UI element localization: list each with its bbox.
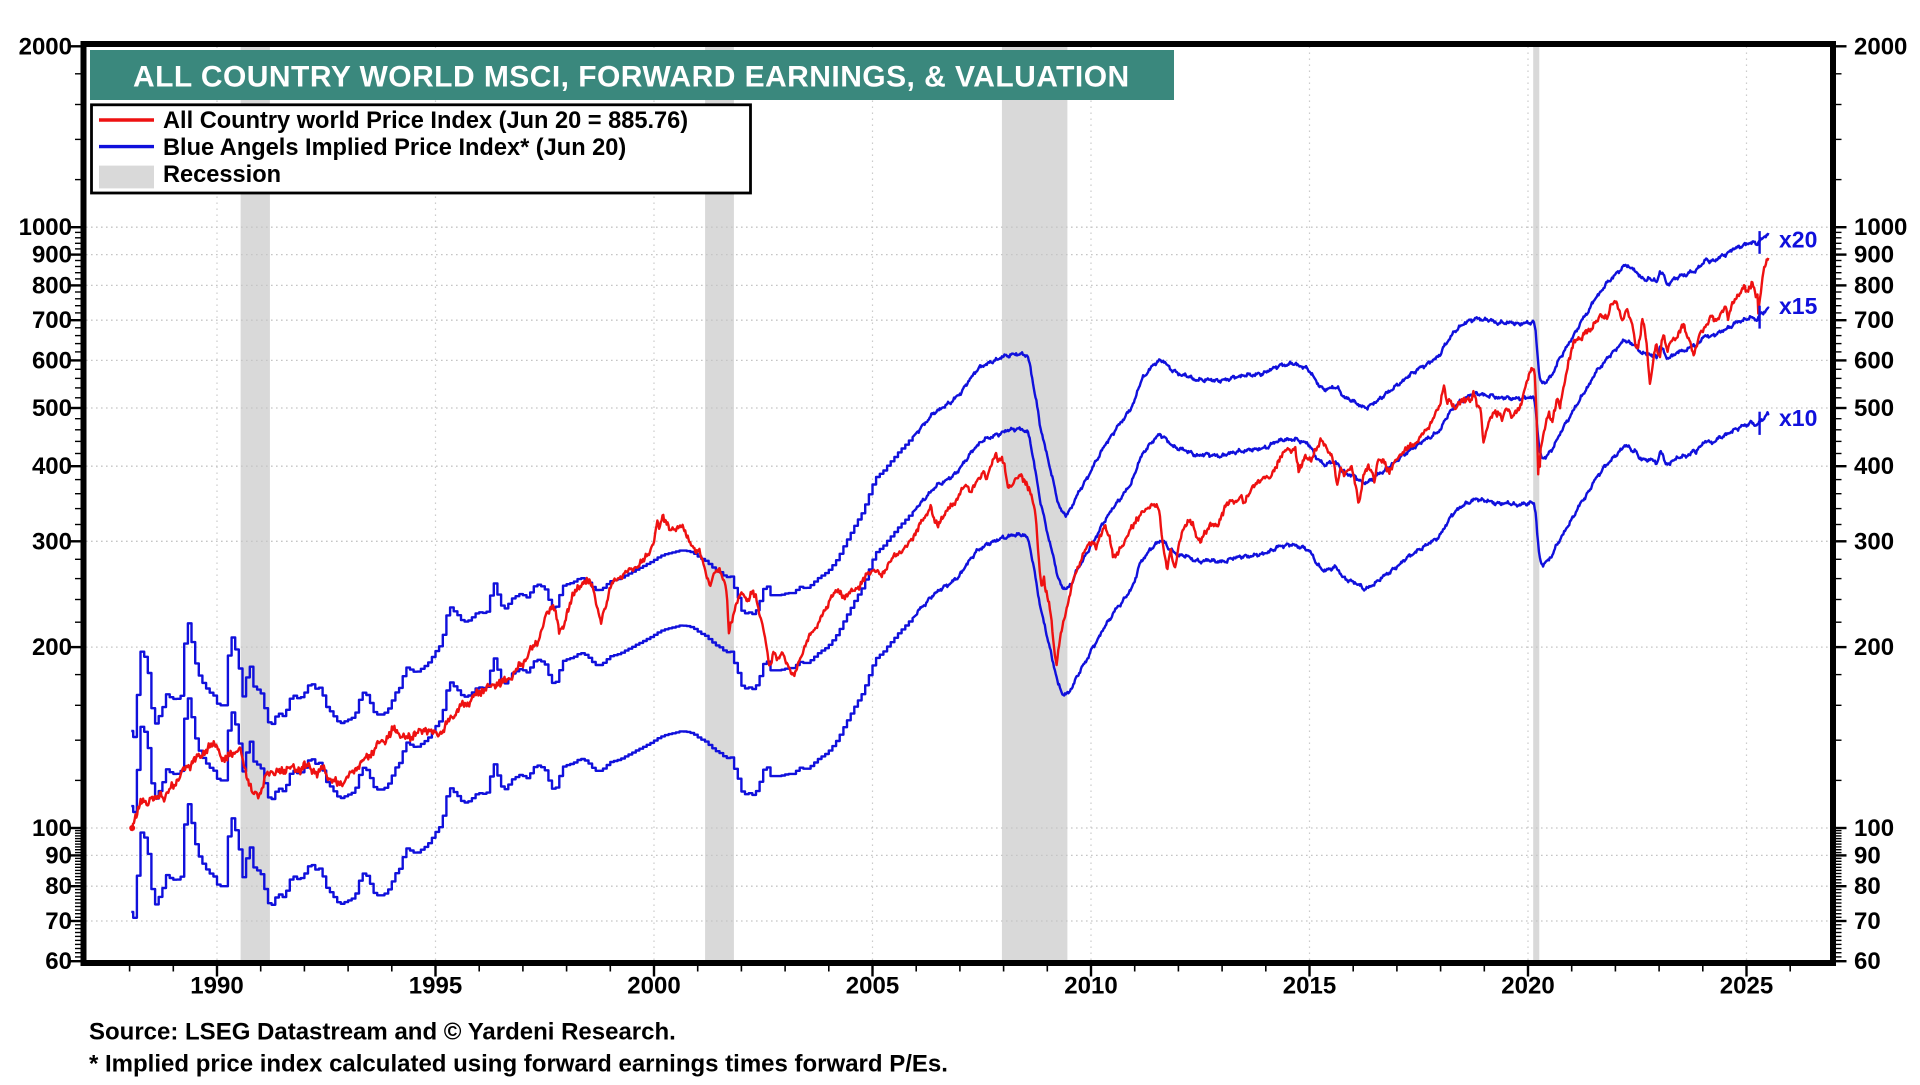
- svg-text:100: 100: [32, 815, 72, 842]
- svg-text:60: 60: [1854, 948, 1881, 975]
- svg-text:1000: 1000: [1854, 214, 1907, 241]
- svg-text:x10: x10: [1779, 405, 1817, 431]
- svg-text:2000: 2000: [627, 973, 680, 1000]
- svg-text:2000: 2000: [19, 33, 72, 60]
- svg-text:800: 800: [32, 272, 72, 299]
- svg-text:900: 900: [1854, 242, 1894, 269]
- svg-text:700: 700: [32, 307, 72, 334]
- svg-text:2005: 2005: [846, 973, 899, 1000]
- svg-text:1000: 1000: [19, 214, 72, 241]
- svg-text:600: 600: [1854, 347, 1894, 374]
- svg-text:2010: 2010: [1064, 973, 1117, 1000]
- svg-text:2015: 2015: [1283, 973, 1336, 1000]
- svg-text:2020: 2020: [1501, 973, 1554, 1000]
- svg-text:x15: x15: [1779, 293, 1818, 319]
- svg-text:100: 100: [1854, 815, 1894, 842]
- svg-text:70: 70: [1854, 908, 1881, 935]
- svg-text:Source: LSEG Datastream and ©: Source: LSEG Datastream and © Yardeni Re…: [89, 1019, 676, 1046]
- svg-text:300: 300: [32, 528, 72, 555]
- svg-text:80: 80: [1854, 873, 1881, 900]
- svg-text:2025: 2025: [1720, 973, 1773, 1000]
- svg-text:ALL COUNTRY WORLD MSCI, FORWAR: ALL COUNTRY WORLD MSCI, FORWARD EARNINGS…: [133, 61, 1130, 94]
- svg-text:400: 400: [32, 453, 72, 480]
- svg-text:700: 700: [1854, 307, 1894, 334]
- svg-text:1995: 1995: [409, 973, 462, 1000]
- svg-text:x20: x20: [1779, 227, 1817, 253]
- svg-text:600: 600: [32, 347, 72, 374]
- svg-text:300: 300: [1854, 528, 1894, 555]
- svg-text:80: 80: [45, 873, 72, 900]
- svg-text:200: 200: [1854, 634, 1894, 661]
- svg-text:70: 70: [45, 908, 72, 935]
- svg-text:200: 200: [32, 634, 72, 661]
- svg-text:2000: 2000: [1854, 33, 1907, 60]
- svg-text:60: 60: [45, 948, 72, 975]
- svg-text:800: 800: [1854, 272, 1894, 299]
- svg-text:90: 90: [45, 842, 72, 869]
- svg-text:500: 500: [1854, 395, 1894, 422]
- svg-text:Blue Angels Implied Price Inde: Blue Angels Implied Price Index* (Jun 20…: [163, 135, 626, 161]
- svg-text:1990: 1990: [190, 973, 243, 1000]
- svg-text:500: 500: [32, 395, 72, 422]
- svg-text:90: 90: [1854, 842, 1881, 869]
- svg-text:Recession: Recession: [163, 162, 281, 188]
- svg-text:* Implied price index calculat: * Implied price index calculated using f…: [89, 1051, 948, 1078]
- svg-text:All Country world Price Index: All Country world Price Index (Jun 20 = …: [163, 108, 688, 134]
- svg-text:400: 400: [1854, 453, 1894, 480]
- svg-text:900: 900: [32, 242, 72, 269]
